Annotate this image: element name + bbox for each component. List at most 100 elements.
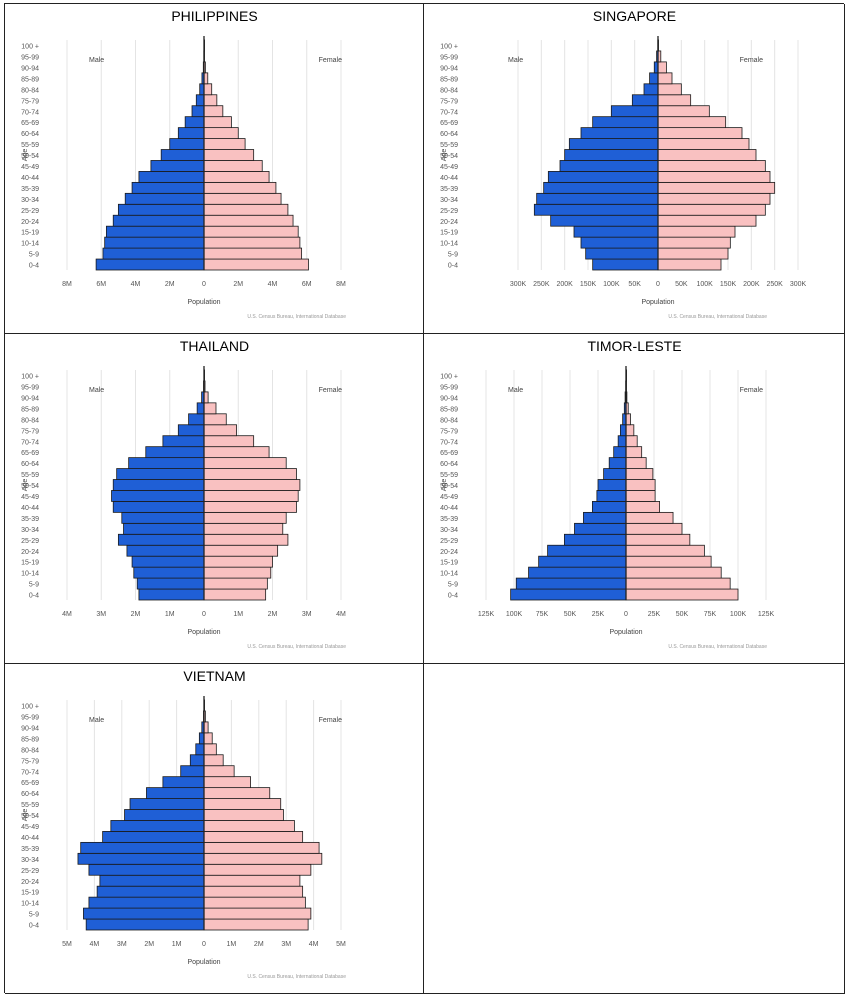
female-bar-80-84 — [203, 743, 217, 756]
male-label: Male — [89, 387, 104, 394]
x-tick-label: 300K — [510, 281, 527, 288]
female-bar-80-84 — [657, 83, 682, 96]
female-bar-35-39 — [657, 181, 776, 194]
female-bar-35-39 — [203, 181, 277, 194]
age-tick-label: 55-59 — [21, 472, 39, 479]
age-tick-label: 45-49 — [440, 164, 458, 171]
female-bar-15-19 — [203, 555, 273, 568]
age-tick-label: 80-84 — [440, 417, 458, 424]
male-bar-0-4 — [592, 258, 659, 271]
age-tick-label: 5-9 — [448, 252, 458, 259]
age-tick-label: 0-4 — [29, 593, 39, 600]
female-bar-60-64 — [203, 127, 239, 139]
age-tick-label: 90-94 — [21, 395, 39, 402]
age-tick-label: 90-94 — [440, 65, 458, 72]
female-bar-60-64 — [625, 457, 647, 469]
age-tick-label: 5-9 — [29, 582, 39, 589]
female-bar-40-44 — [203, 171, 270, 183]
x-tick-label: 0 — [202, 941, 206, 948]
x-tick-label: 4M — [268, 281, 278, 288]
age-tick-label: 25-29 — [440, 538, 458, 545]
cell-philippines: PHILIPPINES 8M 6M 4M 2M 0 2M 4M 6M 8M 0-4 5-9 10-14 1… — [5, 4, 424, 334]
male-bar-45-49 — [111, 490, 205, 502]
female-bar-55-59 — [625, 468, 654, 480]
female-bar-20-24 — [657, 214, 757, 227]
age-tick-label: 30-34 — [21, 857, 39, 864]
age-tick-label: 45-49 — [21, 494, 39, 501]
male-bar-20-24 — [547, 544, 627, 557]
age-tick-label: 15-19 — [440, 230, 458, 237]
age-tick-label: 90-94 — [21, 65, 39, 72]
female-bar-20-24 — [203, 214, 294, 227]
female-label: Female — [740, 387, 763, 394]
x-tick-label: 50K — [564, 611, 577, 618]
female-bar-15-19 — [203, 885, 304, 898]
male-bar-15-19 — [573, 225, 659, 238]
female-bar-45-49 — [203, 490, 299, 502]
female-bar-50-54 — [203, 479, 301, 491]
x-tick-label: 5M — [336, 941, 346, 948]
female-bar-70-74 — [625, 435, 638, 448]
age-tick-label: 35-39 — [21, 186, 39, 193]
male-label: Male — [89, 717, 104, 724]
male-bar-65-69 — [184, 116, 205, 129]
x-tick-label: 2M — [165, 281, 175, 288]
age-tick-label: 55-59 — [440, 472, 458, 479]
female-bar-35-39 — [625, 511, 674, 524]
age-tick-label: 70-74 — [440, 439, 458, 446]
age-tick-label: 75-79 — [21, 98, 39, 105]
age-tick-label: 60-64 — [440, 131, 458, 138]
age-tick-label: 95-99 — [21, 384, 39, 391]
age-tick-label: 75-79 — [440, 428, 458, 435]
female-bar-40-44 — [657, 171, 771, 183]
age-tick-label: 75-79 — [21, 758, 39, 765]
female-label: Female — [740, 57, 763, 64]
female-bar-35-39 — [203, 511, 287, 524]
age-tick-label: 15-19 — [21, 230, 39, 237]
male-bar-45-49 — [110, 820, 205, 832]
female-label: Female — [319, 387, 342, 394]
male-bar-30-34 — [124, 192, 205, 205]
age-tick-label: 5-9 — [29, 252, 39, 259]
female-bar-60-64 — [203, 787, 271, 799]
female-bar-45-49 — [625, 490, 656, 502]
x-tick-label: 6M — [96, 281, 106, 288]
x-tick-label: 200K — [556, 281, 573, 288]
female-bar-0-4 — [203, 588, 267, 601]
age-tick-label: 35-39 — [440, 186, 458, 193]
male-bar-75-79 — [619, 424, 627, 437]
x-tick-label: 5M — [62, 941, 72, 948]
x-tick-label: 0 — [656, 281, 660, 288]
female-bar-90-94 — [657, 61, 667, 74]
female-bar-30-34 — [657, 192, 771, 205]
chart-title: VIETNAM — [183, 668, 245, 684]
male-bar-40-44 — [102, 831, 205, 843]
age-tick-label: 10-14 — [440, 571, 458, 578]
male-bar-5-9 — [136, 577, 205, 590]
male-bar-75-79 — [177, 424, 205, 437]
female-bar-55-59 — [203, 798, 282, 810]
age-tick-label: 100 + — [440, 44, 458, 51]
female-bar-30-34 — [625, 522, 683, 535]
male-bar-35-39 — [80, 841, 205, 854]
female-bar-0-4 — [625, 588, 739, 601]
source-note: U.S. Census Bureau, International Databa… — [668, 644, 767, 650]
age-tick-label: 0-4 — [448, 593, 458, 600]
male-bar-50-54 — [112, 479, 205, 491]
female-bar-10-14 — [657, 236, 731, 249]
female-bar-10-14 — [203, 236, 301, 249]
age-tick-label: 35-39 — [21, 846, 39, 853]
age-tick-label: 55-59 — [440, 142, 458, 149]
female-bar-5-9 — [625, 577, 731, 590]
male-bar-35-39 — [121, 511, 205, 524]
female-bar-25-29 — [625, 533, 691, 546]
female-bar-25-29 — [657, 203, 766, 216]
age-tick-label: 45-49 — [440, 494, 458, 501]
female-bar-25-29 — [203, 863, 312, 876]
female-bar-65-69 — [625, 446, 643, 459]
x-tick-label: 1M — [165, 611, 175, 618]
male-bar-70-74 — [617, 435, 627, 448]
male-bar-55-59 — [129, 798, 205, 810]
male-bar-60-64 — [608, 457, 627, 469]
female-bar-20-24 — [203, 544, 279, 557]
